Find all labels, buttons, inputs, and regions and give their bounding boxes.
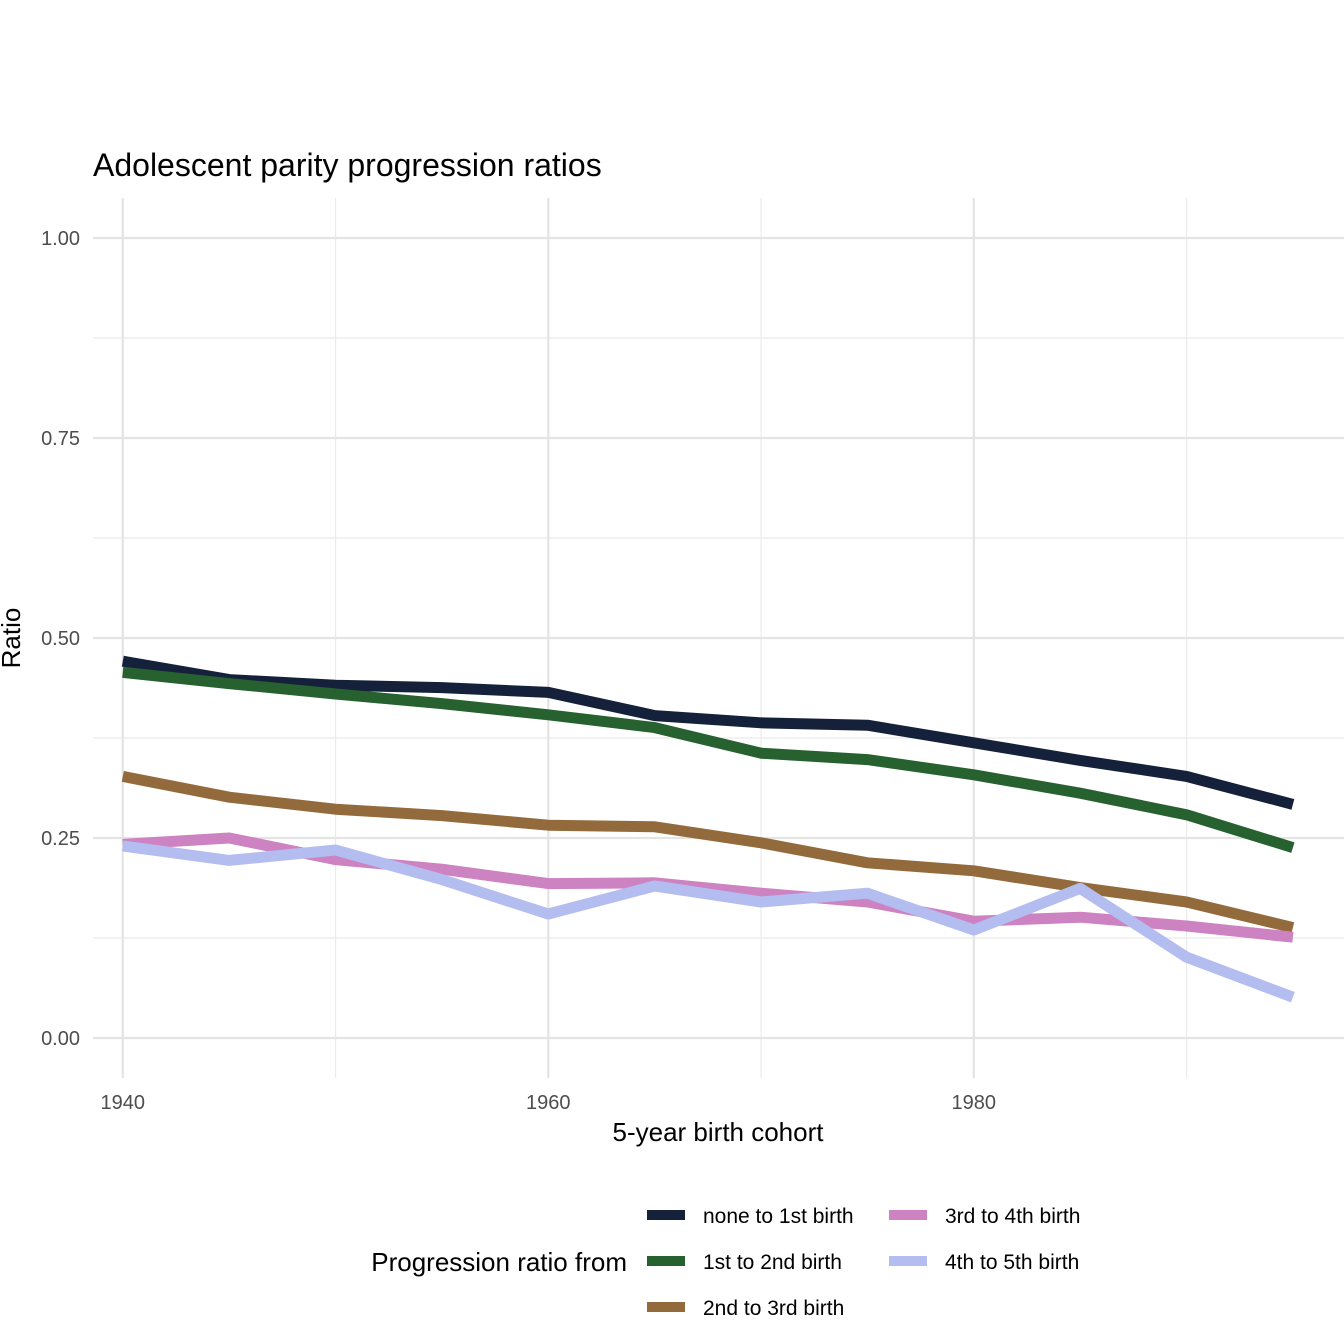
legend-label: 4th to 5th birth [945, 1251, 1079, 1274]
y-tick-label: 0.25 [41, 828, 80, 850]
legend-item: none to 1st birth [647, 1205, 854, 1228]
legend-label: none to 1st birth [703, 1205, 854, 1228]
legend-item: 4th to 5th birth [889, 1251, 1079, 1274]
legend-swatch [889, 1256, 927, 1266]
legend-label: 1st to 2nd birth [703, 1251, 842, 1274]
legend: Progression ratio from none to 1st birth… [371, 1205, 1080, 1320]
legend-items: none to 1st birth 1st to 2nd birth 2nd to … [647, 1205, 1080, 1320]
series-lines [121, 655, 1295, 1003]
x-tick-label: 1940 [101, 1092, 146, 1114]
series-line-none-to-1st-birth [121, 655, 1295, 810]
x-axis-ticks: 1940 1960 1980 [101, 1092, 997, 1114]
legend-item: 1st to 2nd birth [647, 1251, 842, 1274]
y-axis-ticks: 0.00 0.25 0.50 0.75 1.00 [41, 228, 80, 1050]
chart-title: Adolescent parity progression ratios [93, 147, 602, 183]
legend-swatch [647, 1210, 685, 1220]
x-axis-title: 5-year birth cohort [613, 1117, 825, 1147]
legend-item: 2nd to 3rd birth [647, 1297, 844, 1320]
series-line-4th-to-5th-birth [122, 840, 1295, 1003]
series-line-2nd-to-3rd-birth [121, 771, 1295, 933]
legend-label: 3rd to 4th birth [945, 1205, 1080, 1228]
grid-major [93, 198, 1344, 1078]
legend-label: 2nd to 3rd birth [703, 1297, 844, 1320]
y-tick-label: 0.00 [41, 1028, 80, 1050]
legend-swatch [889, 1210, 927, 1220]
y-tick-label: 0.75 [41, 428, 80, 450]
legend-swatch [647, 1302, 685, 1312]
y-tick-label: 0.50 [41, 628, 80, 650]
legend-title: Progression ratio from [371, 1247, 627, 1277]
legend-item: 3rd to 4th birth [889, 1205, 1080, 1228]
x-tick-label: 1980 [952, 1092, 997, 1114]
series-line-1st-to-2nd-birth [122, 666, 1295, 853]
x-tick-label: 1960 [526, 1092, 571, 1114]
y-tick-label: 1.00 [41, 228, 80, 250]
legend-swatch [647, 1256, 685, 1266]
y-axis-title: Ratio [0, 608, 26, 669]
